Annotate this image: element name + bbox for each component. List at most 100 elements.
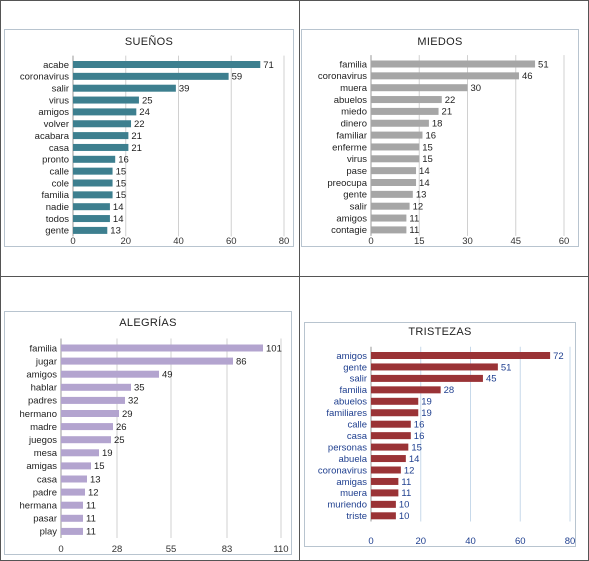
bar xyxy=(73,155,116,163)
value-label: 15 xyxy=(94,461,105,472)
category-label: muera xyxy=(340,83,368,94)
category-label: pronto xyxy=(42,155,69,166)
category-label: casa xyxy=(49,143,70,154)
chart-panel-tristezas: TRISTEZAS 0 20 40 60 80 amigos 72 gente 51 salir 45… xyxy=(304,322,576,547)
value-label: 16 xyxy=(118,155,129,166)
value-label: 35 xyxy=(134,383,145,394)
value-label: 11 xyxy=(86,501,96,512)
category-label: abuela xyxy=(338,454,367,465)
bar xyxy=(371,477,399,485)
bar xyxy=(61,344,263,352)
value-label: 16 xyxy=(414,431,425,442)
value-label: 10 xyxy=(399,511,410,522)
bar xyxy=(371,512,396,520)
category-label: personas xyxy=(328,442,367,453)
category-label: acabara xyxy=(35,131,70,142)
bar xyxy=(371,202,410,210)
category-label: acabe xyxy=(43,60,69,71)
x-tick-label: 60 xyxy=(559,236,570,246)
x-tick-label: 20 xyxy=(415,536,426,546)
category-label: virus xyxy=(347,154,367,165)
value-label: 11 xyxy=(409,225,419,236)
x-tick-label: 0 xyxy=(368,536,373,546)
value-label: 15 xyxy=(116,178,127,189)
bar xyxy=(73,132,129,140)
value-label: 16 xyxy=(425,130,436,141)
value-label: 19 xyxy=(102,448,113,459)
value-label: 32 xyxy=(128,396,139,407)
value-label: 86 xyxy=(236,356,247,367)
value-label: 24 xyxy=(139,107,150,118)
category-label: casa xyxy=(37,474,58,485)
value-label: 71 xyxy=(263,60,274,71)
bar xyxy=(371,167,417,175)
category-label: familia xyxy=(340,59,368,70)
value-label: 15 xyxy=(116,190,127,201)
category-label: padres xyxy=(28,396,57,407)
category-label: muriendo xyxy=(327,500,367,511)
value-label: 13 xyxy=(416,190,427,201)
category-label: todos xyxy=(46,214,69,225)
value-label: 16 xyxy=(414,420,425,431)
category-label: volver xyxy=(44,119,69,130)
x-tick-label: 0 xyxy=(70,236,75,246)
category-label: casa xyxy=(347,431,368,442)
category-label: abuelos xyxy=(334,95,368,106)
category-label: gente xyxy=(343,362,367,373)
value-label: 15 xyxy=(422,154,433,165)
category-label: nadie xyxy=(46,202,69,213)
bar xyxy=(73,226,108,234)
chart-title: TRISTEZAS xyxy=(408,326,471,338)
category-label: padre xyxy=(33,487,57,498)
bar xyxy=(61,488,85,496)
category-label: amigas xyxy=(26,461,57,472)
bar xyxy=(371,107,439,115)
category-label: hermana xyxy=(20,501,58,512)
category-label: gente xyxy=(45,226,69,237)
value-label: 72 xyxy=(553,351,564,362)
category-label: madre xyxy=(30,422,57,433)
chart-suenos: SUEÑOS 0 20 40 60 80 acabe 71 coronavirus 59 salir… xyxy=(20,35,289,246)
bar xyxy=(61,501,83,509)
value-label: 28 xyxy=(444,385,455,396)
value-label: 13 xyxy=(90,474,101,485)
category-label: abuelos xyxy=(334,397,368,408)
bar xyxy=(371,466,401,474)
category-label: pase xyxy=(346,166,367,177)
x-tick-label: 45 xyxy=(510,236,521,246)
category-label: amigos xyxy=(38,107,69,118)
bar xyxy=(371,155,420,163)
value-label: 21 xyxy=(131,131,142,142)
category-label: jugar xyxy=(35,356,57,367)
bar xyxy=(371,352,551,359)
x-tick-label: 110 xyxy=(273,544,288,554)
bar xyxy=(73,61,261,68)
category-label: salir xyxy=(52,84,69,95)
bar xyxy=(61,462,91,470)
bar xyxy=(371,386,441,394)
bar xyxy=(61,527,83,535)
category-label: amigos xyxy=(336,351,367,362)
x-tick-label: 40 xyxy=(465,536,476,546)
category-label: amigas xyxy=(336,477,367,488)
x-tick-label: 60 xyxy=(515,536,526,546)
category-label: play xyxy=(40,527,58,538)
category-label: familia xyxy=(340,385,368,396)
value-label: 21 xyxy=(442,107,453,118)
bar xyxy=(73,215,110,223)
chart-miedos: MIEDOS 0 15 30 45 60 familia 51 coronavirus 46 mue… xyxy=(318,36,570,246)
value-label: 25 xyxy=(142,95,153,106)
value-label: 11 xyxy=(401,488,411,499)
bar xyxy=(61,423,113,431)
bar xyxy=(73,96,139,104)
bar xyxy=(371,489,399,497)
bar xyxy=(371,190,413,198)
value-label: 19 xyxy=(421,408,432,419)
value-label: 22 xyxy=(445,95,456,106)
value-label: 46 xyxy=(522,71,533,82)
value-label: 10 xyxy=(399,500,410,511)
category-label: familia xyxy=(30,343,58,354)
value-label: 26 xyxy=(116,422,127,433)
bar xyxy=(371,60,536,68)
bar xyxy=(61,475,87,483)
